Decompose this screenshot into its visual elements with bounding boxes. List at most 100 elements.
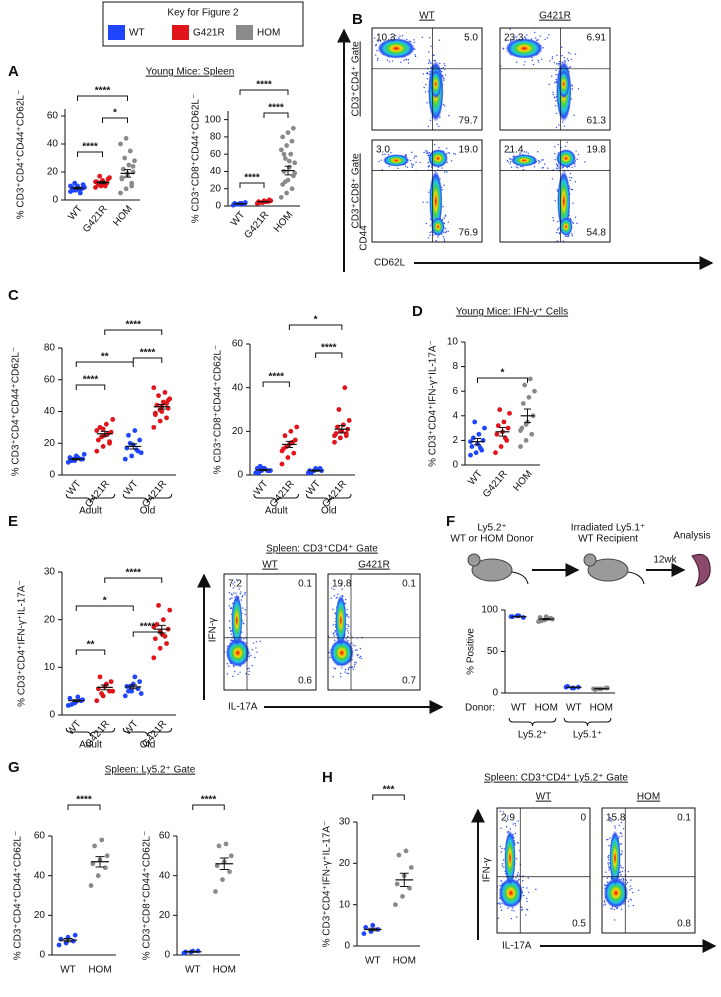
sig-label: **** — [82, 142, 98, 153]
dot — [256, 470, 262, 476]
dot — [138, 691, 144, 696]
event-dot — [608, 869, 610, 871]
x-tick-label: WT — [60, 965, 76, 976]
event-dot — [548, 83, 550, 86]
event-dot — [599, 884, 600, 885]
event-dot — [556, 231, 558, 234]
dot — [370, 922, 376, 928]
dot — [214, 863, 220, 869]
y-tick-label: 60 — [159, 831, 171, 842]
event-dot — [248, 667, 250, 669]
event-dot — [427, 125, 430, 128]
quadrant-value: 2.9 — [501, 813, 515, 824]
event-dot — [357, 653, 359, 656]
event-dot — [620, 842, 623, 845]
event-dot — [613, 825, 616, 827]
quadrant-value: 15.8 — [606, 813, 626, 824]
event-dot — [570, 66, 572, 68]
event-dot — [597, 888, 598, 889]
x-tick-label: HOM — [535, 703, 558, 714]
quadrant-value: 0.8 — [677, 919, 691, 930]
event-dot — [603, 901, 606, 903]
dot — [472, 419, 478, 425]
event-dot — [331, 587, 333, 589]
dot — [162, 633, 168, 639]
event-dot — [344, 602, 347, 605]
sig-bracket — [75, 649, 106, 655]
dot — [518, 428, 523, 433]
y-axis-label: % CD3⁺CD4⁺CD44⁺CD62L⁻ — [16, 90, 27, 220]
plot-frame — [371, 27, 483, 131]
sig-label: **** — [95, 86, 111, 97]
event-dot — [523, 64, 525, 66]
event-dot — [574, 165, 576, 167]
event-dot — [558, 227, 560, 229]
dot — [502, 435, 508, 441]
event-dot — [620, 874, 622, 876]
event-dot — [434, 134, 435, 135]
event-dot — [354, 645, 356, 647]
dot — [97, 674, 103, 680]
flow-plot — [213, 574, 316, 690]
dot — [68, 183, 73, 189]
event-dot — [244, 609, 246, 611]
event-dot — [535, 888, 537, 891]
error-bar — [129, 443, 138, 450]
sig-bracket — [132, 357, 163, 363]
group-label: Old — [321, 506, 337, 517]
dot — [123, 136, 129, 141]
event-dot — [423, 86, 425, 89]
dot — [126, 432, 131, 438]
y-axis-label: % Positive — [466, 628, 477, 675]
event-dot — [442, 76, 444, 78]
event-dot — [230, 606, 232, 609]
event-dot — [413, 157, 415, 159]
dot — [72, 932, 78, 938]
event-dot — [629, 898, 631, 901]
event-dot — [610, 817, 612, 820]
quadrant-value: 5.0 — [464, 33, 478, 44]
event-dot — [569, 138, 570, 139]
event-dot — [437, 236, 439, 238]
panel-letter: D — [412, 303, 423, 320]
event-dot — [254, 656, 256, 659]
key-swatch — [172, 25, 189, 40]
x-tick-label: WT — [252, 479, 270, 498]
event-dot — [620, 866, 623, 869]
dot — [476, 431, 482, 437]
dot — [281, 151, 287, 157]
column-header: WT — [262, 560, 278, 571]
event-dot — [217, 651, 218, 652]
dot — [408, 865, 414, 870]
event-dot — [423, 151, 425, 154]
event-dot — [391, 60, 394, 62]
dot — [346, 418, 352, 423]
flow-plot — [597, 808, 695, 933]
dot — [469, 444, 475, 449]
event-dot — [523, 36, 526, 38]
event-dot — [620, 832, 623, 835]
event-dot — [235, 579, 238, 581]
event-dot — [506, 159, 509, 162]
event-dot — [242, 595, 244, 597]
analysis-label: Analysis — [673, 531, 710, 542]
dot — [268, 468, 273, 474]
key-label: WT — [129, 28, 145, 39]
y-tick-label: 0 — [49, 710, 55, 721]
event-dot — [567, 51, 570, 54]
dot — [529, 431, 535, 437]
key-swatch — [236, 25, 253, 40]
event-dot — [445, 147, 448, 149]
event-dot — [552, 217, 554, 219]
event-dot — [232, 587, 235, 589]
event-dot — [213, 664, 214, 665]
event-dot — [410, 163, 413, 165]
event-dot — [574, 163, 576, 165]
dot — [342, 385, 348, 391]
dot — [281, 169, 287, 174]
sig-bracket — [75, 605, 134, 611]
event-dot — [330, 597, 332, 600]
event-dot — [251, 648, 253, 651]
error-bar — [260, 200, 268, 203]
event-dot — [219, 672, 220, 673]
